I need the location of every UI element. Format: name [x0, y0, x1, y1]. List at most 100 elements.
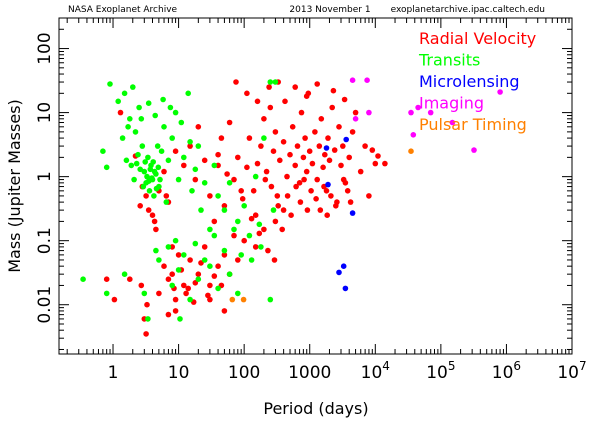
point-transits: [258, 244, 264, 250]
point-transits: [155, 164, 162, 171]
point-microlensing: [340, 263, 347, 270]
point-radial-velocity: [185, 285, 191, 292]
point-radial-velocity: [161, 263, 167, 270]
point-transits: [267, 79, 274, 85]
point-radial-velocity: [263, 168, 270, 175]
point-radial-velocity: [192, 176, 199, 183]
point-transits: [152, 112, 158, 119]
x-tick-label: 10: [168, 363, 190, 383]
point-transits: [153, 247, 159, 254]
point-radial-velocity: [346, 154, 353, 161]
header-center: 2013 November 1: [289, 5, 370, 15]
point-radial-velocity: [328, 193, 334, 199]
point-transits: [133, 160, 140, 167]
point-radial-velocity: [329, 104, 336, 111]
point-transits: [165, 244, 172, 250]
point-radial-velocity: [303, 93, 310, 99]
point-radial-velocity: [207, 193, 213, 199]
point-transits: [150, 159, 156, 165]
point-radial-velocity: [316, 143, 323, 149]
point-imaging: [497, 89, 503, 95]
point-radial-velocity: [111, 296, 118, 303]
point-radial-velocity: [165, 276, 172, 283]
point-imaging: [410, 132, 417, 138]
point-transits: [136, 104, 142, 111]
legend-microlensing: Microlensing: [419, 72, 520, 91]
point-radial-velocity: [103, 276, 110, 283]
point-transits: [131, 176, 137, 183]
y-tick-label: 0.1: [35, 227, 55, 254]
point-transits: [215, 285, 221, 292]
y-tick-label: 10: [35, 102, 55, 124]
point-transits: [137, 166, 143, 173]
point-radial-velocity: [303, 168, 310, 175]
point-radial-velocity: [318, 116, 325, 122]
x-tick-label: 104: [361, 359, 390, 383]
point-radial-velocity: [261, 226, 267, 233]
point-radial-velocity: [215, 263, 221, 270]
point-radial-velocity: [254, 160, 261, 167]
point-transits: [272, 79, 279, 85]
point-imaging: [415, 104, 421, 111]
legend-transits: Transits: [418, 51, 480, 70]
data-points: [80, 77, 503, 337]
point-transits: [201, 180, 208, 186]
point-radial-velocity: [172, 308, 179, 314]
point-transits: [192, 240, 199, 247]
point-radial-velocity: [272, 129, 279, 135]
point-radial-velocity: [282, 98, 288, 105]
point-transits: [256, 221, 263, 228]
point-radial-velocity: [163, 193, 170, 199]
point-microlensing: [342, 285, 349, 292]
point-pulsar-timing: [408, 148, 414, 154]
point-radial-velocity: [221, 252, 228, 258]
point-radial-velocity: [312, 129, 318, 135]
point-radial-velocity: [258, 143, 264, 149]
point-transits: [198, 207, 204, 213]
point-transits: [221, 207, 228, 213]
point-radial-velocity: [211, 218, 218, 225]
point-transits: [172, 109, 179, 116]
point-radial-velocity: [326, 157, 333, 164]
y-axis-label: Mass (Jupiter Masses): [5, 99, 24, 273]
point-radial-velocity: [205, 292, 211, 299]
legend-radial-velocity: Radial Velocity: [419, 29, 536, 48]
point-radial-velocity: [254, 98, 261, 105]
point-transits: [128, 162, 135, 169]
point-transits: [270, 207, 277, 213]
point-radial-velocity: [284, 173, 290, 180]
point-radial-velocity: [246, 135, 253, 141]
point-microlensing: [325, 181, 331, 188]
point-radial-velocity: [336, 124, 342, 130]
point-radial-velocity: [270, 148, 277, 154]
point-radial-velocity: [266, 84, 272, 90]
point-radial-velocity: [250, 188, 257, 194]
point-radial-velocity: [317, 207, 324, 213]
point-transits: [123, 157, 130, 164]
point-transits: [267, 296, 274, 303]
point-imaging: [349, 77, 356, 83]
point-radial-velocity: [207, 282, 213, 289]
point-microlensing: [323, 145, 330, 151]
point-radial-velocity: [309, 160, 316, 167]
point-transits: [140, 183, 147, 190]
x-tick-label: 1000: [288, 363, 331, 383]
point-transits: [246, 232, 253, 239]
point-radial-velocity: [272, 218, 279, 225]
point-transits: [177, 316, 183, 322]
point-radial-velocity: [369, 147, 376, 153]
point-radial-velocity: [314, 81, 321, 87]
point-radial-velocity: [325, 135, 331, 141]
point-radial-velocity: [144, 301, 150, 308]
point-radial-velocity: [137, 203, 143, 209]
point-transits: [187, 296, 193, 303]
point-radial-velocity: [293, 183, 299, 190]
point-transits: [142, 159, 148, 165]
point-imaging: [352, 116, 359, 122]
point-transits: [175, 176, 182, 183]
point-transits: [151, 168, 158, 175]
point-radial-velocity: [226, 119, 233, 126]
point-radial-velocity: [294, 143, 301, 149]
point-radial-velocity: [349, 129, 356, 135]
point-transits: [178, 119, 185, 126]
